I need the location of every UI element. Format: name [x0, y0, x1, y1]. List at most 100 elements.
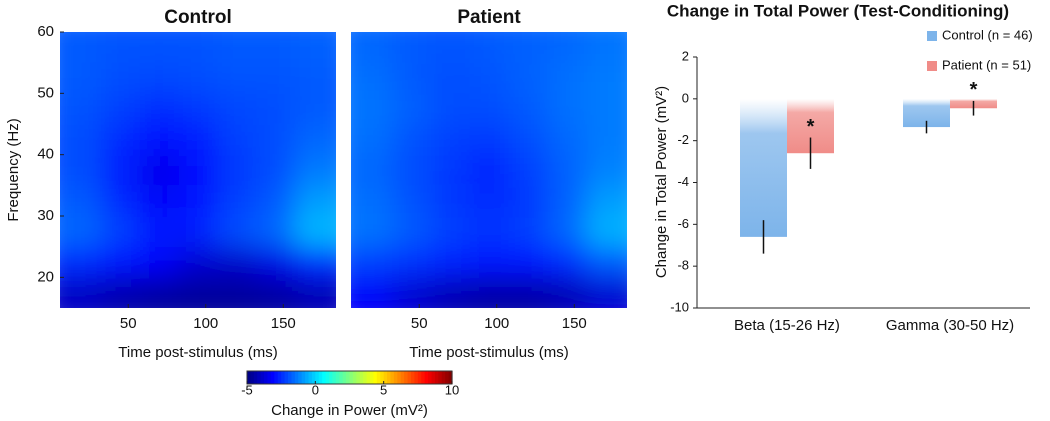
- heatmap-cell: [351, 216, 393, 248]
- heatmap-cell: [217, 277, 257, 308]
- colorbar-segment: [281, 371, 286, 384]
- colorbar-segment: [352, 371, 357, 384]
- heatmap-cell: [469, 246, 509, 278]
- colorbar-segment: [400, 371, 405, 384]
- heatmap-cell: [139, 32, 180, 64]
- heatmap-cell: [585, 216, 627, 248]
- colorbar-tick-label: -5: [241, 382, 253, 397]
- colorbar-segment: [421, 371, 426, 384]
- heatmap-cell: [217, 185, 257, 217]
- heatmap-cell: [101, 277, 141, 308]
- colorbar-segment: [247, 371, 252, 384]
- y-tick-label: 40: [37, 146, 54, 163]
- y-tick-label: -4: [677, 174, 689, 189]
- heatmap-cell: [351, 246, 393, 278]
- heatmap-cell: [585, 246, 627, 278]
- colorbar-segment: [370, 371, 375, 384]
- heatmap-cell: [139, 124, 180, 156]
- heatmap-cell: [547, 32, 587, 64]
- heatmap-cell: [139, 185, 180, 217]
- y-tick-label: -8: [677, 258, 689, 273]
- colorbar-segment: [325, 371, 330, 384]
- heatmap-cell: [101, 154, 141, 186]
- colorbar-segment: [445, 371, 450, 384]
- colorbar-segment: [315, 371, 320, 384]
- colorbar-segment: [387, 371, 392, 384]
- heatmap-cell: [469, 124, 509, 156]
- heatmap-cell: [256, 124, 296, 156]
- colorbar-segment: [441, 371, 446, 384]
- heatmap-cell: [178, 93, 218, 125]
- colorbar-segment: [298, 371, 303, 384]
- heatmap-cell: [430, 185, 471, 217]
- heatmap-cell: [60, 154, 102, 186]
- heatmap-cell: [294, 124, 336, 156]
- heatmap-cells: [351, 32, 627, 308]
- heatmap-cell: [585, 185, 627, 217]
- heatmap-cell: [294, 185, 336, 217]
- heatmap-cell: [351, 124, 393, 156]
- heatmap-cell: [60, 62, 102, 94]
- colorbar-segment: [376, 371, 381, 384]
- colorbar-segment: [373, 371, 378, 384]
- heatmap-cell: [256, 32, 296, 64]
- heatmap-cell: [508, 216, 548, 248]
- colorbar-tick-label: 10: [445, 382, 459, 397]
- heatmap-cell: [256, 62, 296, 94]
- heatmap-cell: [547, 277, 587, 308]
- heatmap-cell: [585, 62, 627, 94]
- colorbar-segment: [431, 371, 436, 384]
- colorbar-segment: [417, 371, 422, 384]
- heatmap-cell: [392, 62, 432, 94]
- heatmap-cell: [430, 154, 471, 186]
- colorbar-segment: [260, 371, 265, 384]
- heatmap-cell: [508, 185, 548, 217]
- heatmap-cell: [392, 277, 432, 308]
- colorbar-segment: [356, 371, 361, 384]
- heatmap-cell: [101, 216, 141, 248]
- x-tick-label: Beta (15-26 Hz): [734, 317, 840, 334]
- heatmap-cell: [547, 246, 587, 278]
- colorbar-segment: [332, 371, 337, 384]
- colorbar-tick-label: 5: [380, 382, 387, 397]
- heatmap-cell: [139, 154, 180, 186]
- heatmap-cell: [585, 277, 627, 308]
- colorbar-segment: [288, 371, 293, 384]
- heatmap-cell: [430, 246, 471, 278]
- y-tick-label: 50: [37, 84, 54, 101]
- colorbar-segment: [393, 371, 398, 384]
- x-tick-label: 100: [193, 315, 218, 332]
- heatmap-cell: [217, 93, 257, 125]
- heatmap-cell: [178, 62, 218, 94]
- colorbar-segment: [404, 371, 409, 384]
- heatmap-cell: [101, 124, 141, 156]
- heatmap-cell: [256, 216, 296, 248]
- colorbar-segment: [274, 371, 279, 384]
- heatmap-cell: [101, 32, 141, 64]
- heatmap-cell: [508, 93, 548, 125]
- colorbar-segment: [318, 371, 323, 384]
- y-tick-label: -6: [677, 216, 689, 231]
- heatmap-cell: [547, 93, 587, 125]
- legend-swatch: [927, 61, 937, 71]
- heatmap-cell: [256, 246, 296, 278]
- heatmap-cell: [178, 154, 218, 186]
- heatmap-cell: [547, 154, 587, 186]
- colorbar-segment: [335, 371, 340, 384]
- heatmap-cell: [217, 32, 257, 64]
- colorbar-segment: [311, 371, 316, 384]
- heatmap-cell: [351, 93, 393, 125]
- x-tick-label: Gamma (30-50 Hz): [886, 317, 1014, 334]
- heatmap-cell: [585, 32, 627, 64]
- heatmap-cell: [139, 277, 180, 308]
- heatmap-cell: [430, 277, 471, 308]
- heatmap-cell: [178, 185, 218, 217]
- heatmap-cell: [585, 154, 627, 186]
- heatmap-cell: [294, 62, 336, 94]
- colorbar-frame: [246, 370, 453, 385]
- heatmap-cell: [101, 93, 141, 125]
- colorbar-segment: [342, 371, 347, 384]
- y-tick-label: -2: [677, 132, 689, 147]
- heatmap-cell: [508, 124, 548, 156]
